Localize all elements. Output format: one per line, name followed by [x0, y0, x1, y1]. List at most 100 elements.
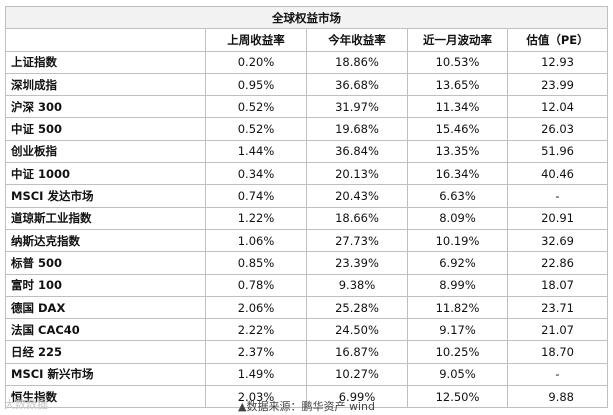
pe-cell: 12.04 — [507, 95, 608, 119]
monthly-volatility-cell: 6.92% — [407, 251, 508, 275]
monthly-volatility-cell: 9.17% — [407, 318, 508, 342]
index-name-cell: 富时 100 — [5, 273, 206, 297]
weekly-return-cell: 0.85% — [205, 251, 307, 275]
table-row: 创业板指 1.44% 36.84% 13.35% 51.96 — [5, 139, 608, 164]
monthly-volatility-cell: 8.09% — [407, 206, 508, 230]
ytd-return-cell: 36.68% — [306, 72, 408, 97]
header-row: 上周收益率 今年收益率 近一月波动率 估值（PE） — [5, 28, 608, 52]
ytd-return-cell: 31.97% — [306, 95, 408, 119]
table-row: 标普 500 0.85% 23.39% 6.92% 22.86 — [5, 251, 608, 275]
ytd-return-cell: 6.99% — [306, 385, 408, 409]
table-row: 道琼斯工业指数 1.22% 18.66% 8.09% 20.91 — [5, 206, 608, 230]
table-body: 上证指数 0.20% 18.86% 10.53% 12.93 深圳成指 0.95% 36.68… — [5, 50, 608, 409]
monthly-volatility-cell: 8.99% — [407, 273, 508, 297]
pe-cell: 26.03 — [507, 117, 608, 141]
weekly-return-cell: 0.20% — [205, 50, 307, 74]
table-row: MSCI 发达市场 0.74% 20.43% 6.63% - — [5, 184, 608, 208]
monthly-volatility-cell: 15.46% — [407, 117, 508, 141]
table-row: 法国 CAC40 2.22% 24.50% 9.17% 21.07 — [5, 318, 608, 342]
monthly-volatility-cell: 12.50% — [407, 385, 508, 409]
pe-cell: 40.46 — [507, 162, 608, 186]
pe-cell: 23.71 — [507, 295, 608, 320]
weekly-return-cell: 2.22% — [205, 318, 307, 342]
weekly-return-cell: 1.44% — [205, 139, 307, 164]
weekly-return-cell: 0.34% — [205, 162, 307, 186]
pe-cell: 18.70 — [507, 340, 608, 364]
weekly-return-cell: 2.06% — [205, 295, 307, 320]
table-title: 全球权益市场 — [5, 5, 608, 30]
pe-cell: 20.91 — [507, 206, 608, 230]
ytd-return-cell: 18.66% — [306, 206, 408, 230]
ytd-return-cell: 20.13% — [306, 162, 408, 186]
index-name-cell: 中证 500 — [5, 117, 206, 141]
ytd-return-cell: 16.87% — [306, 340, 408, 364]
monthly-volatility-cell: 11.34% — [407, 95, 508, 119]
table-row: 德国 DAX 2.06% 25.28% 11.82% 23.71 — [5, 295, 608, 320]
weekly-return-cell: 1.22% — [205, 206, 307, 230]
pe-cell: 51.96 — [507, 139, 608, 164]
table-row: 上证指数 0.20% 18.86% 10.53% 12.93 — [5, 50, 608, 74]
ytd-return-cell: 10.27% — [306, 362, 408, 387]
global-equity-table: 全球权益市场 上周收益率 今年收益率 近一月波动率 估值（PE） 上证指数 0.2… — [5, 5, 608, 409]
pe-cell: - — [507, 362, 608, 387]
table-row: 纳斯达克指数 1.06% 27.73% 10.19% 32.69 — [5, 228, 608, 253]
weekly-return-cell: 1.06% — [205, 228, 307, 253]
pe-cell: 12.93 — [507, 50, 608, 74]
pe-cell: 23.99 — [507, 72, 608, 97]
index-name-cell: 纳斯达克指数 — [5, 228, 206, 253]
index-name-cell: 上证指数 — [5, 50, 206, 74]
monthly-volatility-cell: 16.34% — [407, 162, 508, 186]
weekly-return-cell: 0.52% — [205, 117, 307, 141]
ytd-return-cell: 9.38% — [306, 273, 408, 297]
weekly-return-cell: 0.52% — [205, 95, 307, 119]
header-monthly-volatility: 近一月波动率 — [407, 28, 508, 52]
ytd-return-cell: 36.84% — [306, 139, 408, 164]
weekly-return-cell: 0.74% — [205, 184, 307, 208]
index-name-cell: 日经 225 — [5, 340, 206, 364]
monthly-volatility-cell: 13.65% — [407, 72, 508, 97]
weekly-return-cell: 2.37% — [205, 340, 307, 364]
pe-cell: - — [507, 184, 608, 208]
data-source-note: ▲数据来源：鹏华资产 wind — [238, 400, 375, 413]
watermark-text: 大数数据 — [4, 398, 48, 411]
index-name-cell: 沪深 300 — [5, 95, 206, 119]
header-name — [5, 28, 206, 52]
table-row: 中证 500 0.52% 19.68% 15.46% 26.03 — [5, 117, 608, 141]
ytd-return-cell: 25.28% — [306, 295, 408, 320]
pe-cell: 9.88 — [507, 385, 608, 409]
header-weekly-return: 上周收益率 — [205, 28, 307, 52]
ytd-return-cell: 24.50% — [306, 318, 408, 342]
index-name-cell: 标普 500 — [5, 251, 206, 275]
ytd-return-cell: 18.86% — [306, 50, 408, 74]
weekly-return-cell: 0.95% — [205, 72, 307, 97]
index-name-cell: 道琼斯工业指数 — [5, 206, 206, 230]
header-pe: 估值（PE） — [507, 28, 608, 52]
table-row: 中证 1000 0.34% 20.13% 16.34% 40.46 — [5, 162, 608, 186]
pe-cell: 21.07 — [507, 318, 608, 342]
table-row: MSCI 新兴市场 1.49% 10.27% 9.05% - — [5, 362, 608, 387]
index-name-cell: MSCI 发达市场 — [5, 184, 206, 208]
table-row: 深圳成指 0.95% 36.68% 13.65% 23.99 — [5, 72, 608, 97]
ytd-return-cell: 19.68% — [306, 117, 408, 141]
table-row: 日经 225 2.37% 16.87% 10.25% 18.70 — [5, 340, 608, 364]
global-equity-table-container: 全球权益市场 上周收益率 今年收益率 近一月波动率 估值（PE） 上证指数 0.2… — [5, 5, 608, 409]
index-name-cell: 德国 DAX — [5, 295, 206, 320]
monthly-volatility-cell: 9.05% — [407, 362, 508, 387]
index-name-cell: 中证 1000 — [5, 162, 206, 186]
monthly-volatility-cell: 11.82% — [407, 295, 508, 320]
ytd-return-cell: 27.73% — [306, 228, 408, 253]
pe-cell: 18.07 — [507, 273, 608, 297]
table-row: 恒生指数 2.03% 6.99% 12.50% 9.88 — [5, 385, 608, 409]
table-row: 富时 100 0.78% 9.38% 8.99% 18.07 — [5, 273, 608, 297]
index-name-cell: 深圳成指 — [5, 72, 206, 97]
ytd-return-cell: 20.43% — [306, 184, 408, 208]
monthly-volatility-cell: 10.25% — [407, 340, 508, 364]
header-ytd-return: 今年收益率 — [306, 28, 408, 52]
index-name-cell: 创业板指 — [5, 139, 206, 164]
monthly-volatility-cell: 10.19% — [407, 228, 508, 253]
table-row: 沪深 300 0.52% 31.97% 11.34% 12.04 — [5, 95, 608, 119]
pe-cell: 22.86 — [507, 251, 608, 275]
weekly-return-cell: 1.49% — [205, 362, 307, 387]
ytd-return-cell: 23.39% — [306, 251, 408, 275]
pe-cell: 32.69 — [507, 228, 608, 253]
